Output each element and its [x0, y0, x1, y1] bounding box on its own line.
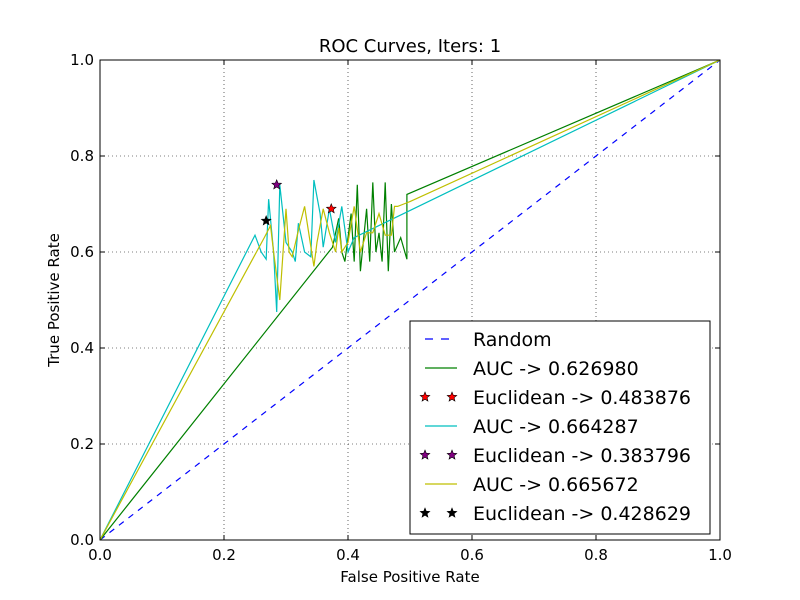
- legend-entry: Random: [425, 329, 552, 351]
- legend-star-swatch: [419, 449, 431, 460]
- legend-entry: Euclidean -> 0.483876: [419, 387, 691, 409]
- ticks: 0.0 0.2 0.4 0.6 0.8 1.0 0.0 0.2 0.4 0.6 0.8 1.0: [70, 51, 732, 564]
- series-line-1: [100, 60, 720, 540]
- x-tick-label: 0.6: [460, 546, 484, 564]
- series-line-5: [100, 60, 720, 540]
- x-tick-label: 1.0: [708, 546, 732, 564]
- x-tick-label: 0.4: [336, 546, 360, 564]
- x-axis-title: False Positive Rate: [340, 568, 479, 586]
- legend-entry: Euclidean -> 0.383796: [419, 445, 691, 467]
- legend-label: AUC -> 0.626980: [473, 358, 639, 380]
- y-tick-label: 0.4: [70, 339, 94, 357]
- x-tick-label: 0.0: [88, 546, 112, 564]
- legend: Random AUC -> 0.626980 Euclidean -> 0.4838…: [409, 320, 711, 535]
- y-tick-label: 0.0: [70, 531, 94, 549]
- legend-star-swatch: [446, 507, 458, 518]
- star-marker-4: [271, 178, 283, 190]
- legend-label: Euclidean -> 0.483876: [473, 387, 691, 409]
- legend-label: Random: [473, 329, 552, 351]
- star-marker-6: [260, 214, 272, 226]
- marker-layer: [260, 178, 337, 226]
- y-tick-label: 0.6: [70, 243, 94, 261]
- series-line-0: [100, 60, 720, 540]
- legend-label: AUC -> 0.665672: [473, 474, 639, 496]
- chart-title: ROC Curves, Iters: 1: [319, 36, 501, 57]
- series-layer: [100, 60, 720, 540]
- legend-entry: AUC -> 0.626980: [425, 358, 639, 380]
- y-tick-label: 0.8: [70, 147, 94, 165]
- y-tick-label: 0.2: [70, 435, 94, 453]
- legend-label: AUC -> 0.664287: [473, 416, 639, 438]
- legend-star-swatch: [446, 449, 458, 460]
- x-tick-label: 0.2: [212, 546, 236, 564]
- legend-entry: Euclidean -> 0.428629: [419, 503, 691, 525]
- legend-label: Euclidean -> 0.428629: [473, 503, 691, 525]
- legend-entry: AUC -> 0.665672: [425, 474, 639, 496]
- star-marker-2: [325, 202, 337, 214]
- plot-frame: [99, 59, 721, 541]
- x-tick-label: 0.8: [584, 546, 608, 564]
- legend-star-swatch: [446, 391, 458, 402]
- legend-star-swatch: [419, 507, 431, 518]
- legend-star-swatch: [419, 391, 431, 402]
- y-tick-label: 1.0: [70, 51, 94, 69]
- y-axis-title: True Positive Rate: [45, 233, 63, 368]
- legend-entry: AUC -> 0.664287: [425, 416, 639, 438]
- legend-label: Euclidean -> 0.383796: [473, 445, 691, 467]
- legend-box: [409, 320, 711, 535]
